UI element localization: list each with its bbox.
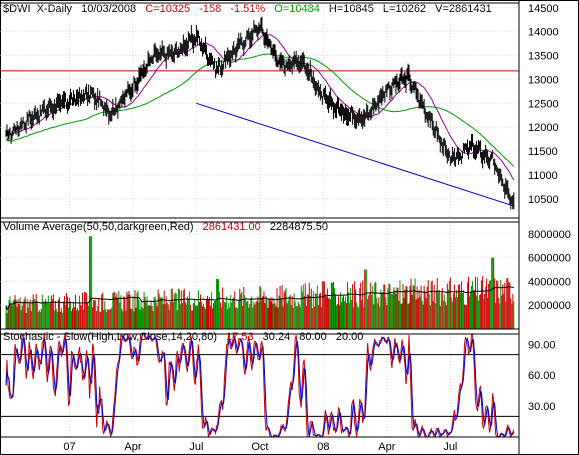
x-tick-label: Apr <box>378 441 395 453</box>
price-tick-label: 10500 <box>528 194 559 206</box>
ma-long-line <box>5 53 515 167</box>
x-tick-label: Apr <box>124 441 141 453</box>
stochastic-lower-label: 20.00 <box>336 331 364 343</box>
x-tick-label: Jul <box>189 441 203 453</box>
stochastic-title: Stochastic - Slow(High,Low,Close,14,20,8… <box>3 331 217 343</box>
price-tick-label: 11000 <box>528 170 558 182</box>
stochastic-tick-label: 90.00 <box>528 339 556 351</box>
data-layer <box>0 16 519 439</box>
price-tick-label: 14000 <box>528 27 559 39</box>
stochastic-tick-label: 30.00 <box>528 401 556 413</box>
stochastic-d-label: 30.24 <box>263 331 291 343</box>
open-label: O=10484 <box>274 3 320 15</box>
volume-tick-label: 4000000 <box>528 276 571 288</box>
volume-value-2: 2284875.50 <box>270 221 328 233</box>
period-label: X-Daily <box>37 3 73 15</box>
price-tick-label: 13000 <box>528 74 559 86</box>
date-label: 10/03/2008 <box>81 3 136 15</box>
stochastic-header: Stochastic - Slow(High,Low,Close,14,20,8… <box>3 331 363 343</box>
x-tick-label: 08 <box>317 441 329 453</box>
support-trendline <box>196 102 514 207</box>
price-tick-label: 14500 <box>528 3 559 15</box>
close-label: C=10325 <box>145 3 190 15</box>
volume-average-line <box>5 286 514 311</box>
price-tick-label: 12000 <box>528 122 559 134</box>
symbol-label: $DWI <box>3 3 31 15</box>
price-header: $DWI X-Daily 10/03/2008 C=10325 -158 -1.… <box>3 3 492 15</box>
change-label: -158 <box>199 3 221 15</box>
stochastic-tick-label: 60.00 <box>528 370 556 382</box>
change-pct-label: -1.51% <box>230 3 265 15</box>
x-tick-label: Oct <box>251 441 268 453</box>
x-tick-label: Jul <box>443 441 457 453</box>
volume-tick-label: 6000000 <box>528 253 571 265</box>
x-tick-label: 07 <box>63 441 75 453</box>
low-label: L=10262 <box>383 3 426 15</box>
volume-tick-label: 2000000 <box>528 300 571 312</box>
volume-title: Volume Average(50,50,darkgreen,Red) <box>3 221 194 233</box>
price-tick-label: 13500 <box>528 51 559 63</box>
stochastic-d-line <box>5 333 515 438</box>
volume-tick-label: 8000000 <box>528 229 571 241</box>
stochastic-upper-label: 80.00 <box>299 331 327 343</box>
price-tick-label: 11500 <box>528 146 558 158</box>
volume-header: Volume Average(50,50,darkgreen,Red) 2861… <box>3 221 328 233</box>
high-label: H=10845 <box>329 3 374 15</box>
price-tick-label: 12500 <box>528 98 559 110</box>
volume-label: V=2861431 <box>435 3 492 15</box>
volume-value-1: 2861431.00 <box>203 221 261 233</box>
